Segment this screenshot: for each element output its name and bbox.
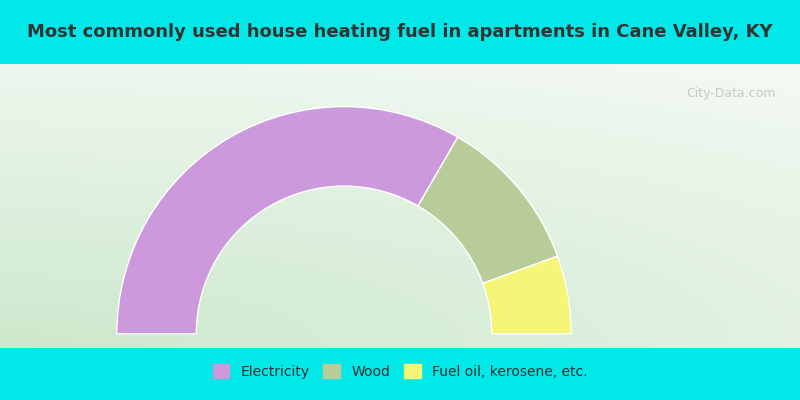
- Text: City-Data.com: City-Data.com: [686, 87, 776, 100]
- Wedge shape: [482, 256, 571, 334]
- Wedge shape: [117, 107, 458, 334]
- Text: Most commonly used house heating fuel in apartments in Cane Valley, KY: Most commonly used house heating fuel in…: [27, 23, 773, 41]
- Legend: Electricity, Wood, Fuel oil, kerosene, etc.: Electricity, Wood, Fuel oil, kerosene, e…: [213, 364, 587, 379]
- Wedge shape: [418, 137, 558, 283]
